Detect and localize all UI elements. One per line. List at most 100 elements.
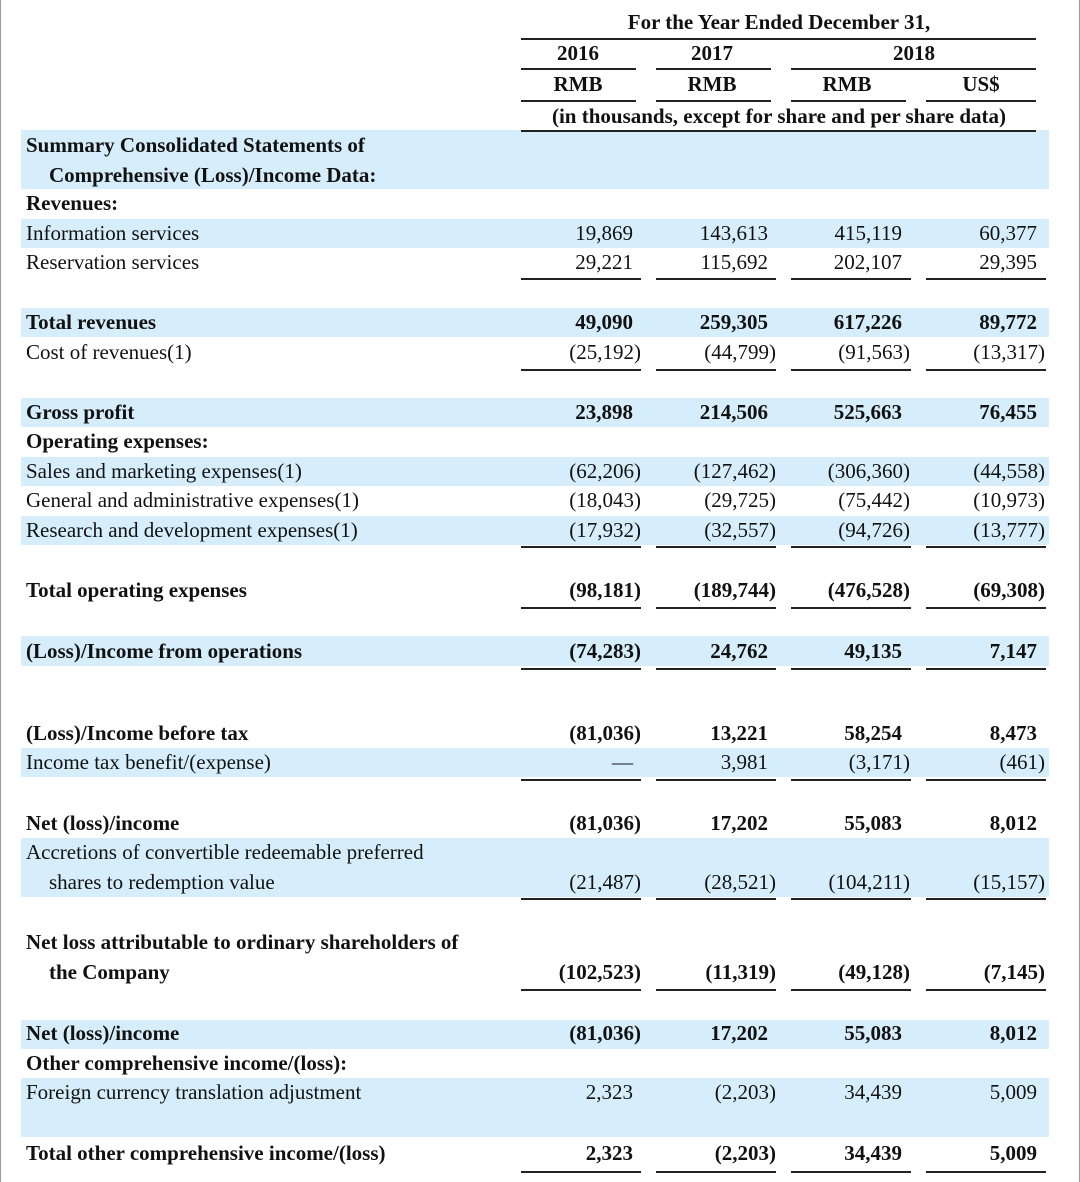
cell-value: 55,083 — [844, 811, 902, 835]
cell-value: 55,083 — [844, 1021, 902, 1045]
cell-value: (81,036) — [569, 1021, 641, 1045]
period-header: For the Year Ended December 31, — [627, 10, 931, 34]
cell-value: (189,744) — [693, 578, 776, 602]
cell-value: (91,563) — [838, 340, 910, 364]
cell-value: (17,932) — [569, 518, 641, 542]
cell-value: 2,323 — [585, 1141, 633, 1165]
row-shade — [21, 130, 1049, 189]
rule — [521, 369, 641, 371]
rule — [926, 369, 1046, 371]
rule — [521, 779, 641, 781]
currency-header: RMB — [687, 72, 737, 96]
cell-value: (94,726) — [838, 518, 910, 542]
rule — [521, 130, 1036, 132]
cell-value: (104,211) — [828, 869, 910, 894]
rule — [656, 546, 776, 548]
cell-value: 17,202 — [710, 811, 768, 835]
cell-value: 23,898 — [575, 400, 633, 424]
cell-value: (127,462) — [693, 459, 776, 483]
rule — [926, 989, 1046, 991]
rule — [791, 989, 911, 991]
cell-value: 29,221 — [575, 250, 633, 274]
rule — [521, 278, 641, 280]
row-label: Research and development expenses(1) — [26, 518, 358, 542]
rule — [926, 607, 1046, 609]
cell-value: (32,557) — [704, 518, 776, 542]
rule — [926, 100, 1036, 102]
cell-value: (11,319) — [705, 959, 776, 984]
cell-value: 5,009 — [989, 1141, 1037, 1165]
cell-value: 76,455 — [979, 400, 1037, 424]
rule — [521, 38, 1036, 40]
cell-value: 58,254 — [844, 721, 902, 745]
unit-note: (in thousands, except for share and per … — [551, 104, 1007, 128]
cell-value: (2,203) — [714, 1080, 776, 1104]
cell-value: 7,147 — [989, 639, 1037, 663]
rule — [791, 607, 911, 609]
row-label: (Loss)/Income from operations — [26, 639, 303, 663]
rule — [656, 779, 776, 781]
rule — [521, 100, 636, 102]
rule — [656, 989, 776, 991]
row-label: Income tax benefit/(expense) — [26, 750, 271, 774]
rule — [791, 369, 911, 371]
cell-value: 17,202 — [710, 1021, 768, 1045]
cell-value: 214,506 — [699, 400, 768, 424]
rule — [521, 607, 641, 609]
cell-value: (10,973) — [973, 488, 1045, 512]
cell-value: 34,439 — [844, 1080, 902, 1104]
rule — [521, 668, 641, 670]
cell-value: (25,192) — [569, 340, 641, 364]
year-header: 2016 — [557, 41, 599, 65]
rule — [791, 668, 911, 670]
rule — [791, 1171, 911, 1173]
cell-value: (3,171) — [848, 750, 910, 774]
cell-value: 24,762 — [710, 639, 768, 663]
cell-value: (28,521) — [704, 869, 776, 894]
row-shade — [21, 308, 1049, 337]
cell-value: (75,442) — [838, 488, 910, 512]
cell-value: 29,395 — [979, 250, 1037, 274]
row-shade — [21, 219, 1049, 248]
row-shade — [21, 636, 1049, 666]
cell-value: 415,119 — [834, 221, 902, 245]
rule — [656, 898, 776, 900]
cell-value: 3,981 — [720, 750, 768, 774]
cell-value: 89,772 — [979, 310, 1037, 334]
rule — [926, 779, 1046, 781]
row-label: (Loss)/Income before tax — [26, 721, 249, 745]
row-label: Foreign currency translation adjustment — [26, 1080, 362, 1104]
row-shade — [21, 398, 1049, 427]
cell-value: (2,203) — [714, 1141, 776, 1165]
cell-value: 19,869 — [575, 221, 633, 245]
cell-value: (306,360) — [827, 459, 910, 483]
cell-value: (13,317) — [973, 340, 1045, 364]
cell-value: 5,009 — [989, 1080, 1037, 1104]
row-label: Gross profit — [26, 400, 135, 424]
cell-value: 8,473 — [989, 721, 1037, 745]
cell-value: (44,558) — [973, 459, 1045, 483]
cell-value: 34,439 — [844, 1141, 902, 1165]
row-label: Total revenues — [26, 310, 157, 334]
row-label: Accretions of convertible redeemable pre… — [26, 840, 424, 864]
cell-value: (15,157) — [973, 869, 1045, 894]
cell-value: 8,012 — [989, 811, 1037, 835]
cell-value: (49,128) — [838, 959, 910, 984]
row-shade — [21, 1020, 1049, 1049]
cell-value: 259,305 — [699, 310, 768, 334]
row-label: Operating expenses: — [26, 429, 209, 453]
rule — [521, 898, 641, 900]
rule — [656, 369, 776, 371]
row-shade — [21, 1078, 1049, 1137]
row-label: shares to redemption value — [49, 869, 275, 894]
cell-value: 49,090 — [575, 310, 633, 334]
cell-value: (21,487) — [569, 869, 641, 894]
cell-value: (102,523) — [558, 959, 641, 984]
cell-value: 49,135 — [844, 639, 902, 663]
rule — [656, 68, 771, 70]
rule — [791, 779, 911, 781]
row-label: Cost of revenues(1) — [26, 340, 192, 364]
year-header: 2018 — [893, 41, 935, 65]
row-shade — [21, 838, 1049, 897]
cell-value: (29,725) — [704, 488, 776, 512]
